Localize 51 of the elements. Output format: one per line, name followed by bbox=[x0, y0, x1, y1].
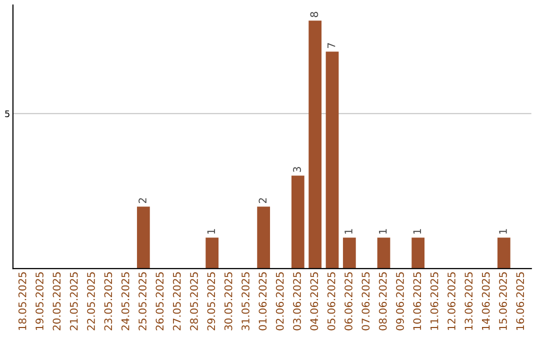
x-tick-label: 19.05.2025 bbox=[36, 272, 44, 330]
x-tick-label: 07.06.2025 bbox=[362, 272, 370, 330]
x-tick-label: 05.06.2025 bbox=[327, 272, 336, 330]
data-label: 8 bbox=[310, 12, 318, 18]
x-tick-label: 31.05.2025 bbox=[242, 272, 250, 330]
x-tick-label: 14.06.2025 bbox=[482, 272, 490, 330]
x-tick-label: 09.06.2025 bbox=[396, 272, 404, 330]
x-tick-label: 01.06.2025 bbox=[258, 272, 267, 330]
x-tick-label: 30.05.2025 bbox=[224, 272, 232, 330]
x-tick-label: 03.06.2025 bbox=[293, 272, 301, 330]
x-tick-label: 04.06.2025 bbox=[310, 272, 318, 330]
x-tick-label: 02.06.2025 bbox=[276, 272, 284, 330]
bar bbox=[377, 238, 390, 269]
bar bbox=[136, 206, 150, 269]
bar bbox=[342, 238, 356, 269]
bar bbox=[497, 238, 510, 269]
x-tick-label: 24.05.2025 bbox=[121, 272, 130, 330]
y-tick-label: 5 bbox=[5, 110, 10, 118]
bar bbox=[412, 238, 425, 269]
x-tick-label: 12.06.2025 bbox=[448, 272, 456, 330]
data-label: 1 bbox=[379, 229, 387, 234]
x-tick-label: 23.05.2025 bbox=[104, 272, 112, 330]
bar bbox=[326, 52, 339, 269]
data-label: 7 bbox=[328, 43, 336, 48]
x-tick-label: 06.06.2025 bbox=[344, 272, 352, 330]
data-label: 2 bbox=[258, 198, 266, 204]
bar bbox=[206, 238, 219, 269]
data-label: 1 bbox=[207, 229, 215, 234]
x-tick-label: 25.05.2025 bbox=[138, 272, 146, 330]
bar bbox=[257, 206, 270, 269]
x-tick-label: 16.06.2025 bbox=[516, 272, 524, 330]
x-tick-label: 13.06.2025 bbox=[464, 272, 473, 330]
data-label: 1 bbox=[413, 229, 421, 234]
x-tick-label: 22.05.2025 bbox=[87, 272, 95, 330]
data-label: 2 bbox=[138, 198, 146, 204]
x-tick-label: 10.06.2025 bbox=[413, 272, 422, 330]
x-tick-label: 15.06.2025 bbox=[499, 272, 507, 330]
x-tick-label: 18.05.2025 bbox=[18, 272, 26, 330]
x-tick-label: 21.05.2025 bbox=[70, 272, 78, 330]
bar bbox=[291, 176, 304, 269]
data-label: 1 bbox=[499, 229, 507, 234]
x-tick-label: 29.05.2025 bbox=[207, 272, 216, 330]
x-tick-label: 26.05.2025 bbox=[156, 272, 164, 330]
x-tick-label: 08.06.2025 bbox=[378, 272, 387, 330]
data-label: 1 bbox=[344, 229, 352, 234]
x-tick-label: 28.05.2025 bbox=[190, 272, 198, 330]
data-label: 3 bbox=[293, 167, 301, 172]
x-tick-label: 20.05.2025 bbox=[52, 272, 61, 330]
x-tick-label: 27.05.2025 bbox=[172, 272, 181, 330]
bar bbox=[308, 20, 322, 269]
x-tick-label: 11.06.2025 bbox=[430, 272, 438, 330]
